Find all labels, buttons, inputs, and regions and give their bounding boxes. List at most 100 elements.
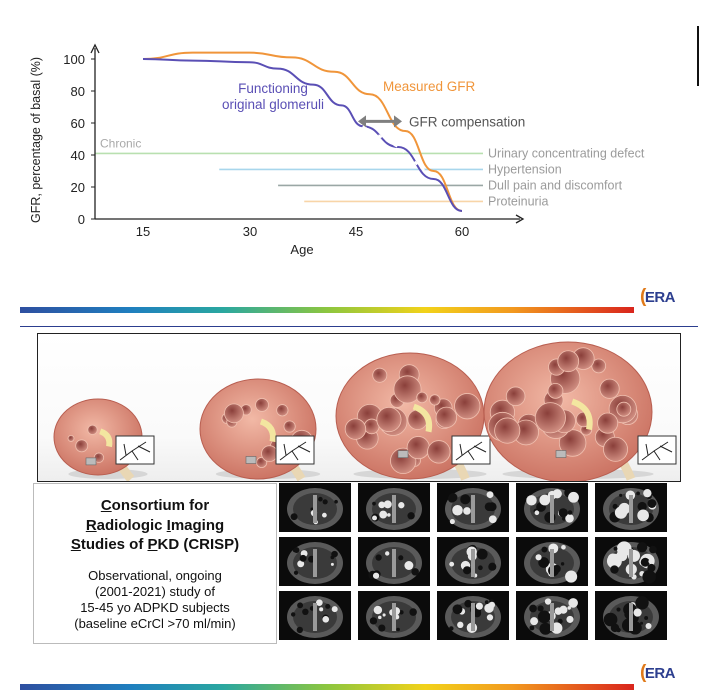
- mri-cyst: [475, 602, 483, 610]
- mri-cyst: [566, 615, 574, 623]
- symptom-label: Hypertension: [488, 162, 562, 176]
- mri-cyst: [373, 605, 383, 615]
- cyst: [599, 378, 620, 399]
- crisp-title-line-3: Studies of PKD (CRISP): [34, 535, 276, 555]
- dash-gap-overlay: [362, 125, 435, 180]
- cyst: [435, 406, 458, 429]
- mri-cyst: [310, 507, 314, 511]
- y-tick-label: 80: [71, 84, 85, 99]
- kidney-tag: [555, 450, 567, 458]
- mri-spine: [471, 495, 475, 523]
- mri-cyst: [565, 570, 578, 583]
- mri-scan-image: [358, 537, 430, 586]
- mri-scan-image: [279, 483, 351, 532]
- mri-spine: [550, 495, 554, 523]
- crisp-desc-line-1: Observational, ongoing: [88, 568, 222, 583]
- mri-cyst: [647, 563, 656, 572]
- y-axis-label: GFR, percentage of basal (%): [29, 57, 43, 223]
- mri-cyst: [484, 600, 489, 605]
- mri-cyst: [559, 605, 568, 614]
- mri-cyst: [565, 514, 574, 523]
- series-label-functioning-line-1: Functioning: [238, 81, 308, 96]
- mri-cyst: [383, 500, 392, 509]
- mri-cyst: [372, 572, 380, 579]
- mri-cyst: [486, 491, 494, 499]
- mri-cyst: [449, 518, 455, 525]
- kidney-advanced-stage: [483, 341, 677, 483]
- mri-cyst: [407, 512, 415, 520]
- mri-scan-image: [516, 591, 588, 640]
- mri-cyst: [404, 561, 414, 570]
- cyst: [558, 429, 587, 457]
- cyst: [597, 412, 619, 434]
- mri-cyst: [387, 513, 391, 517]
- mri-cyst: [464, 599, 472, 608]
- mri-scan-image: [279, 537, 351, 586]
- mri-cyst: [378, 615, 382, 620]
- mri-cyst: [486, 614, 494, 621]
- kidney-early-stage: [53, 398, 155, 483]
- mri-spine: [471, 603, 475, 631]
- mri-scan-image: [595, 537, 667, 586]
- x-tick-label: 45: [349, 224, 363, 239]
- mri-cyst: [612, 503, 618, 510]
- mri-spine: [392, 603, 396, 631]
- x-axis-label: Age: [290, 242, 313, 257]
- mri-cyst: [460, 494, 471, 505]
- y-tick-label: 100: [63, 52, 85, 67]
- mri-cyst: [449, 561, 455, 567]
- mri-scan-graphic: [524, 542, 580, 584]
- mri-scan-graphic: [524, 596, 580, 638]
- mri-cyst: [330, 562, 334, 566]
- mri-cyst: [603, 612, 618, 627]
- mri-cyst: [637, 509, 649, 522]
- mri-scan-image: [595, 591, 667, 640]
- cyst: [454, 393, 481, 420]
- mri-cyst: [325, 603, 331, 609]
- cyst: [276, 404, 289, 417]
- mri-scan-graphic: [287, 542, 343, 584]
- mri-scan-image: [516, 537, 588, 586]
- mri-cyst: [648, 559, 653, 564]
- crisp-title-text: onsortium for: [111, 497, 210, 514]
- mri-cyst: [379, 510, 388, 519]
- mri-scan-graphic: [524, 488, 580, 530]
- crisp-title-line-2: Radiologic Imaging: [34, 516, 276, 536]
- cyst: [261, 445, 278, 462]
- crisp-title: Consortium for Radiologic Imaging Studie…: [34, 496, 276, 555]
- mri-cyst: [372, 515, 377, 521]
- mri-cyst: [297, 602, 304, 609]
- crisp-title-initial: C: [100, 497, 112, 514]
- mri-cyst: [462, 566, 472, 575]
- cyst: [494, 417, 521, 444]
- mri-cyst: [452, 604, 463, 615]
- mri-scan-graphic: [445, 542, 501, 584]
- mri-cyst: [334, 499, 338, 504]
- mri-cyst: [452, 505, 463, 516]
- mri-cyst: [649, 545, 657, 554]
- era-logo-text: ERA: [644, 289, 676, 306]
- mri-spine: [550, 549, 554, 577]
- gfr-chart: Urinary concentrating defect Hypertension…: [29, 43, 645, 257]
- mri-cyst: [302, 608, 309, 616]
- cyst: [557, 350, 580, 373]
- era-logo-swoosh: (: [640, 286, 646, 307]
- mri-scan-graphic: [603, 541, 659, 584]
- mri-scan-graphic: [287, 596, 343, 638]
- kidney-progression-illustration: [53, 341, 677, 483]
- mri-cyst: [411, 568, 419, 576]
- cyst: [372, 367, 388, 383]
- mri-cyst: [331, 550, 338, 558]
- mri-cyst: [299, 554, 307, 562]
- cyst: [344, 418, 367, 440]
- cyst: [603, 436, 628, 462]
- mri-cyst: [488, 515, 497, 524]
- vessel-inset-box: [115, 435, 155, 465]
- mri-cyst: [449, 626, 454, 631]
- mri-scan-graphic: [287, 488, 343, 530]
- mri-spine: [313, 603, 317, 631]
- slide-edge-bar: [697, 26, 699, 86]
- kidney-tag: [245, 456, 257, 464]
- crisp-desc-line-3: 15-45 yo ADPKD subjects: [80, 600, 230, 615]
- mri-cyst: [539, 494, 551, 506]
